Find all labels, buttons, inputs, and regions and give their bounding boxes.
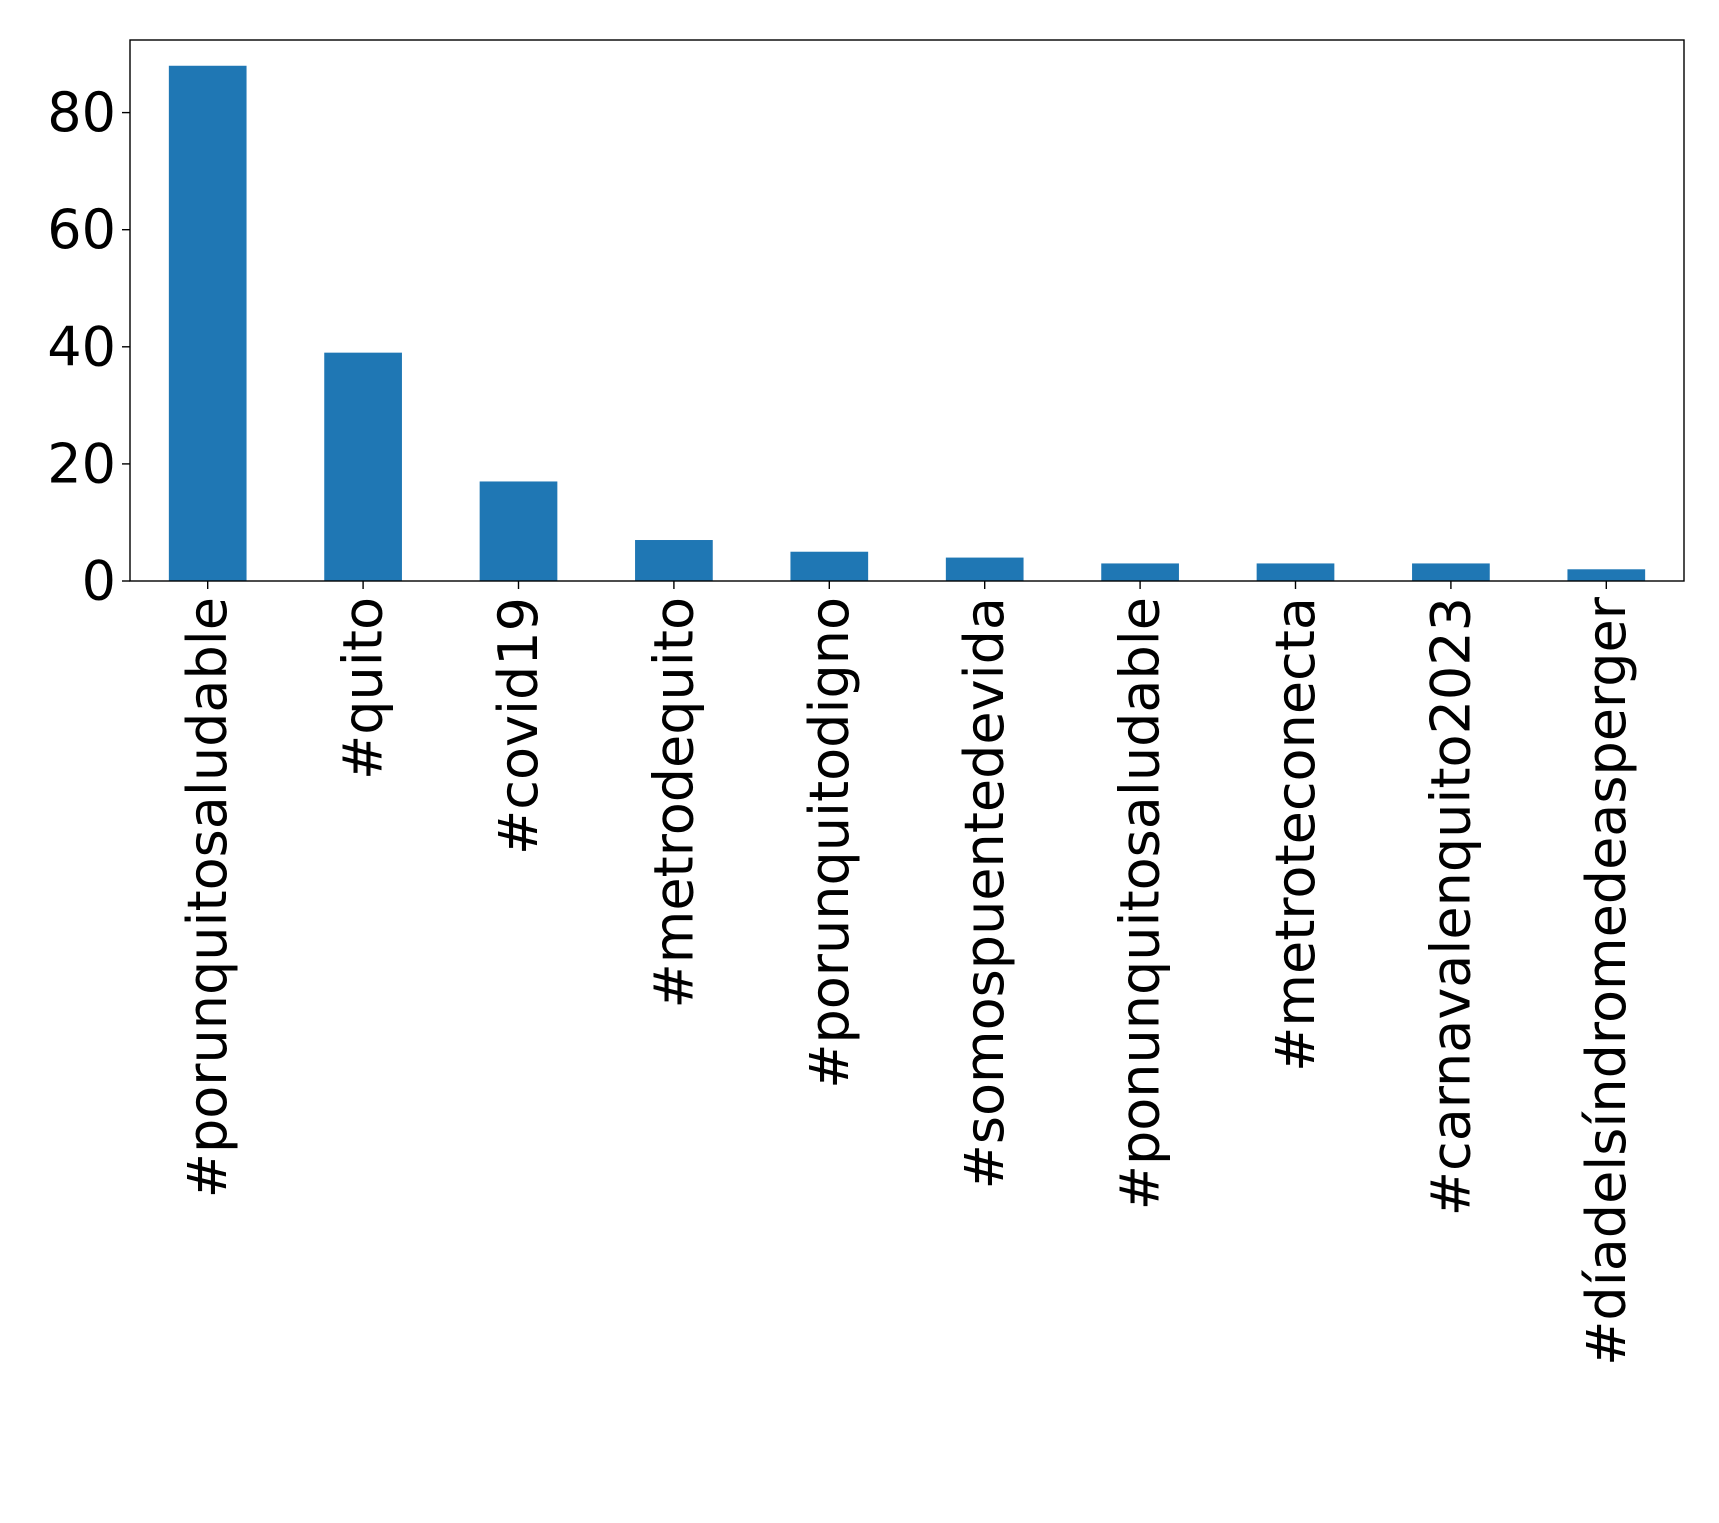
bar-8 <box>1412 563 1490 581</box>
plot-frame <box>129 39 1685 582</box>
y-tick-label: 60 <box>47 198 116 261</box>
bar-4 <box>790 551 869 581</box>
x-tick-label: #covid19 <box>487 597 550 855</box>
bar-7 <box>1256 563 1335 581</box>
x-tick-label: #quito <box>332 597 395 780</box>
bar-6 <box>1101 563 1179 581</box>
y-tick-label: 0 <box>82 550 116 613</box>
x-tick-label: #díadelsíndromedeasperger <box>1575 596 1638 1366</box>
x-tick-label: #porunquitodigno <box>798 597 861 1089</box>
x-tick-label: #metroteconecta <box>1264 597 1327 1072</box>
y-tick-label: 80 <box>47 81 116 144</box>
y-axis: 0 20 40 60 80 <box>47 81 130 613</box>
bar-2 <box>479 481 558 581</box>
x-tick-label: #porunquitosaludable <box>176 597 239 1198</box>
bar-9 <box>1567 569 1646 581</box>
bar-1 <box>324 352 402 581</box>
y-tick-label: 20 <box>47 432 116 495</box>
x-axis: #porunquitosaludable #quito #covid19 #metro… <box>176 581 1638 1366</box>
bar-3 <box>635 540 713 581</box>
x-tick-label: #metrodequito <box>642 597 705 1009</box>
x-tick-label: #ponunquitosaludable <box>1109 597 1172 1210</box>
x-tick-label: #carnavalenquito2023 <box>1419 597 1482 1216</box>
y-tick-label: 40 <box>47 315 116 378</box>
x-tick-label: #somospuentedevida <box>953 597 1016 1189</box>
bars-layer <box>168 65 1646 581</box>
bar-0 <box>168 65 247 581</box>
bar-5 <box>945 557 1024 581</box>
